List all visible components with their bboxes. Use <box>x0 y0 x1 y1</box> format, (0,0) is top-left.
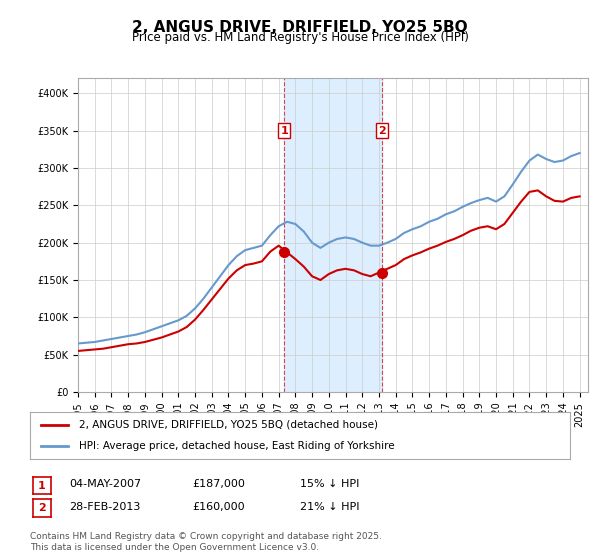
Text: 21% ↓ HPI: 21% ↓ HPI <box>300 502 359 512</box>
Text: 1: 1 <box>280 125 288 136</box>
Text: 28-FEB-2013: 28-FEB-2013 <box>69 502 140 512</box>
Text: £160,000: £160,000 <box>192 502 245 512</box>
Text: 04-MAY-2007: 04-MAY-2007 <box>69 479 141 489</box>
Text: 2: 2 <box>378 125 386 136</box>
Text: Price paid vs. HM Land Registry's House Price Index (HPI): Price paid vs. HM Land Registry's House … <box>131 31 469 44</box>
Text: 15% ↓ HPI: 15% ↓ HPI <box>300 479 359 489</box>
Text: £187,000: £187,000 <box>192 479 245 489</box>
Text: 2, ANGUS DRIVE, DRIFFIELD, YO25 5BQ: 2, ANGUS DRIVE, DRIFFIELD, YO25 5BQ <box>132 20 468 35</box>
Text: 2, ANGUS DRIVE, DRIFFIELD, YO25 5BQ (detached house): 2, ANGUS DRIVE, DRIFFIELD, YO25 5BQ (det… <box>79 420 377 430</box>
Text: 1: 1 <box>38 480 46 491</box>
Bar <box>284 78 382 392</box>
Text: Contains HM Land Registry data © Crown copyright and database right 2025.
This d: Contains HM Land Registry data © Crown c… <box>30 532 382 552</box>
Text: 2: 2 <box>38 503 46 513</box>
Text: HPI: Average price, detached house, East Riding of Yorkshire: HPI: Average price, detached house, East… <box>79 441 394 451</box>
